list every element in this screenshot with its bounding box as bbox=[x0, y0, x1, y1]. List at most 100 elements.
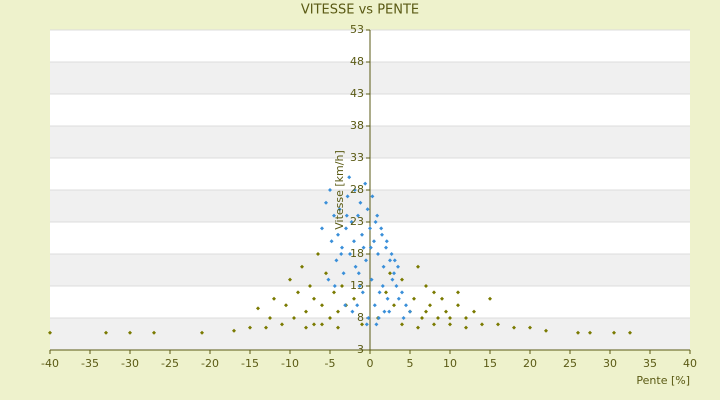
scatter-point bbox=[380, 284, 385, 288]
y-tick-label: 33 bbox=[350, 151, 364, 164]
scatter-point bbox=[350, 309, 355, 314]
scatter-point bbox=[349, 220, 354, 224]
x-tick-label: -15 bbox=[241, 357, 259, 370]
x-axis-label: Pente [%] bbox=[636, 374, 690, 387]
scatter-point bbox=[392, 258, 397, 263]
scatter-point bbox=[377, 290, 382, 295]
scatter-point bbox=[268, 316, 272, 320]
scatter-point bbox=[394, 284, 399, 288]
scatter-point bbox=[308, 284, 312, 288]
scatter-point bbox=[343, 303, 348, 308]
scatter-point bbox=[232, 328, 236, 333]
scatter-point bbox=[472, 309, 476, 314]
scatter-point bbox=[544, 328, 548, 333]
x-tick-label: 35 bbox=[643, 357, 657, 370]
scatter-point bbox=[388, 271, 392, 276]
scatter-point bbox=[328, 188, 332, 192]
scatter-point bbox=[356, 271, 361, 276]
scatter-point bbox=[448, 322, 452, 327]
scatter-point bbox=[312, 322, 316, 327]
scatter-point bbox=[48, 330, 52, 335]
scatter-point bbox=[400, 290, 404, 295]
scatter-point bbox=[576, 330, 580, 335]
scatter-point bbox=[264, 325, 268, 330]
x-tick-label: 40 bbox=[683, 357, 697, 370]
y-tick-label: 48 bbox=[350, 55, 364, 68]
scatter-point bbox=[344, 226, 348, 231]
scatter-point bbox=[412, 296, 416, 301]
scatter-point bbox=[272, 296, 276, 301]
scatter-point bbox=[358, 200, 363, 205]
scatter-point bbox=[384, 290, 388, 295]
scatter-point bbox=[104, 330, 108, 335]
scatter-point bbox=[372, 239, 376, 244]
y-tick-label: 38 bbox=[350, 119, 364, 132]
scatter-point bbox=[464, 316, 468, 320]
scatter-point bbox=[488, 296, 492, 301]
scatter-point bbox=[304, 325, 308, 330]
scatter-point bbox=[440, 296, 444, 301]
scatter-point bbox=[361, 245, 366, 250]
scatter-point bbox=[280, 322, 284, 327]
scatter-point bbox=[292, 316, 296, 320]
scatter-point bbox=[360, 290, 365, 295]
x-tick-label: -30 bbox=[121, 357, 139, 370]
scatter-point bbox=[340, 284, 344, 288]
scatter-point bbox=[363, 181, 368, 186]
scatter-point bbox=[128, 330, 132, 335]
scatter-point bbox=[324, 271, 328, 276]
x-tick-label: 20 bbox=[523, 357, 537, 370]
x-tick-label: 10 bbox=[443, 357, 457, 370]
scatter-point bbox=[296, 290, 300, 295]
scatter-point bbox=[345, 194, 350, 199]
scatter-point bbox=[480, 322, 484, 327]
y-tick-label: 18 bbox=[350, 247, 364, 260]
scatter-point bbox=[332, 284, 337, 288]
scatter-point bbox=[344, 213, 349, 218]
scatter-point bbox=[420, 316, 424, 320]
scatter-point bbox=[448, 316, 452, 320]
scatter-point bbox=[256, 306, 260, 311]
scatter-point bbox=[334, 258, 339, 263]
scatter-point bbox=[353, 264, 358, 269]
scatter-point bbox=[432, 322, 436, 327]
scatter-point bbox=[288, 277, 292, 282]
scatter-point bbox=[364, 258, 368, 263]
scatter-point bbox=[332, 213, 336, 218]
scatter-point bbox=[357, 284, 362, 288]
scatter-point bbox=[424, 284, 428, 288]
scatter-point bbox=[401, 316, 406, 320]
scatter-point bbox=[456, 290, 460, 295]
scatter-point bbox=[388, 258, 392, 263]
scatter-point bbox=[444, 309, 448, 314]
chart-title: VITESSE vs PENTE bbox=[301, 3, 419, 18]
x-tick-label: -5 bbox=[325, 357, 336, 370]
x-tick-label: 25 bbox=[563, 357, 577, 370]
scatter-point bbox=[387, 309, 392, 314]
y-tick-label: 8 bbox=[357, 311, 364, 324]
scatter-point bbox=[416, 264, 420, 269]
scatter-point bbox=[382, 309, 387, 314]
y-tick-label: 28 bbox=[350, 183, 364, 196]
y-tick-label: 43 bbox=[350, 87, 364, 100]
scatter-point bbox=[326, 277, 331, 282]
scatter-point bbox=[392, 303, 396, 308]
scatter-point bbox=[384, 245, 388, 250]
scatter-point bbox=[375, 213, 380, 218]
scatter-point bbox=[432, 290, 436, 295]
scatter-point bbox=[384, 239, 389, 244]
scatter-point bbox=[400, 277, 404, 282]
scatter-point bbox=[372, 303, 377, 308]
scatter-point bbox=[496, 322, 500, 327]
scatter-point bbox=[365, 207, 370, 212]
scatter-point bbox=[324, 200, 328, 205]
scatter-point bbox=[456, 303, 460, 308]
x-tick-label: -40 bbox=[41, 357, 59, 370]
scatter-point bbox=[347, 175, 352, 180]
scatter-point bbox=[352, 239, 356, 244]
scatter-point bbox=[381, 264, 386, 269]
scatter-point bbox=[304, 309, 308, 314]
scatter-point bbox=[528, 325, 532, 330]
scatter-point bbox=[200, 330, 204, 335]
